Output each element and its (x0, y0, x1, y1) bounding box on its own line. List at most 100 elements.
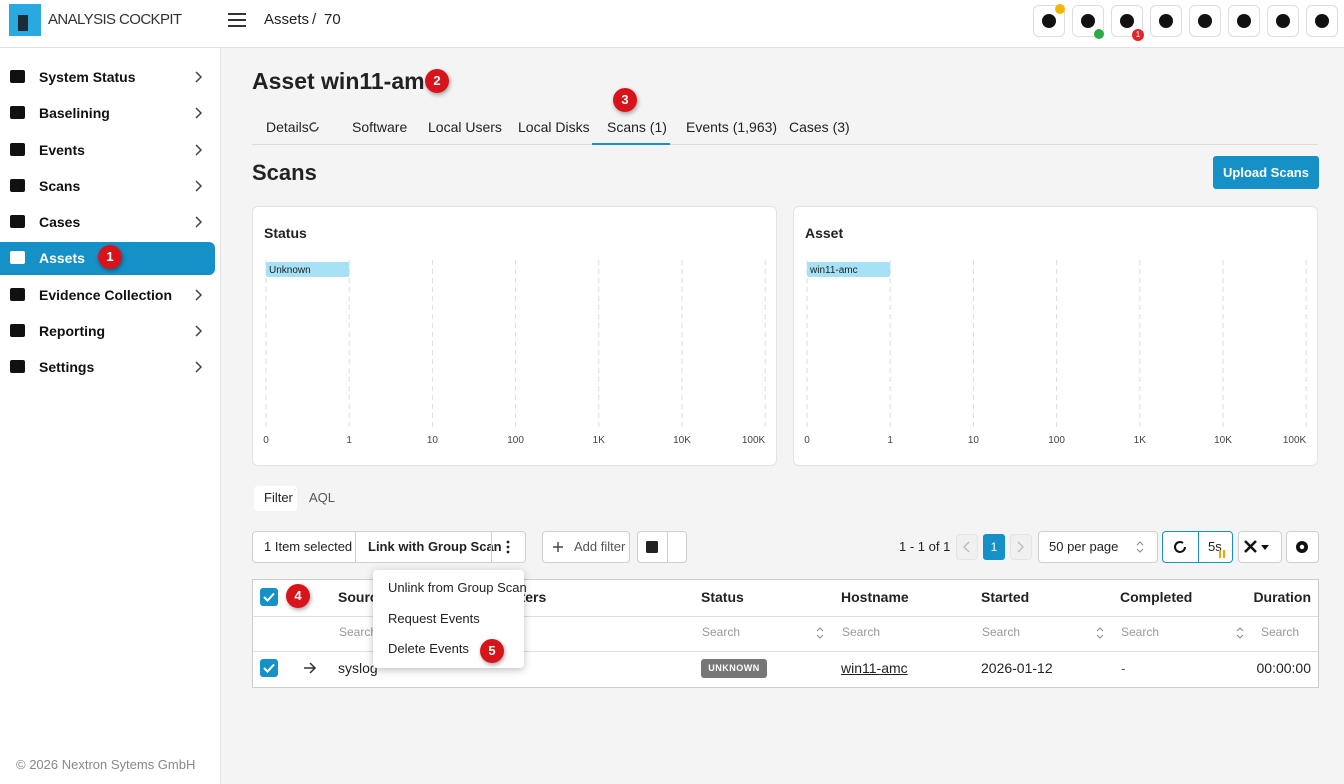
search-placeholder[interactable]: Search (1261, 625, 1300, 639)
tools-icon (1244, 540, 1269, 553)
tab[interactable]: Local Disks (518, 119, 590, 135)
status-dot (1094, 29, 1104, 39)
sidebar-item[interactable]: Baselining (39, 105, 110, 122)
filter-tab[interactable]: AQL (309, 490, 336, 505)
chevron (195, 325, 203, 337)
sidebar-item[interactable]: Events (39, 141, 85, 158)
filter-tab[interactable]: Filter (264, 490, 293, 505)
x-tick-label: 10K (673, 435, 691, 446)
chevron-line (195, 325, 203, 337)
column-header[interactable]: Completed (1120, 589, 1193, 605)
x-tick-label: 1K (593, 435, 606, 446)
annotation-badge: 2 (425, 69, 449, 93)
menu-toggle (228, 13, 246, 27)
chevron-line (195, 180, 203, 192)
sidebar-item[interactable]: Reporting (39, 322, 106, 339)
sort-icon (1236, 627, 1244, 639)
icon-glyph (10, 178, 25, 192)
sidebar-icon (10, 106, 25, 120)
sidebar-item[interactable]: Scans (39, 177, 81, 194)
search-placeholder[interactable]: Search (842, 625, 881, 639)
breadcrumb-separator: / (312, 11, 317, 28)
add-filter[interactable]: Add filter (574, 539, 626, 554)
column-header[interactable]: Duration (1253, 589, 1311, 605)
tab[interactable]: Events (1,963) (686, 119, 778, 135)
menu-item[interactable]: Unlink from Group Scan (388, 580, 527, 595)
dot (506, 545, 510, 549)
tab[interactable]: Details (266, 119, 309, 135)
chevron (195, 180, 203, 192)
status-badge: UNKNOWN (701, 659, 767, 678)
sidebar-icon (10, 287, 25, 301)
sidebar-item[interactable]: Evidence Collection (39, 286, 173, 303)
refresh-group[interactable] (1162, 531, 1233, 563)
tools-button[interactable] (1238, 531, 1282, 563)
prev-page[interactable] (956, 534, 978, 560)
chevron-line (195, 143, 203, 156)
icon-glyph (10, 70, 25, 83)
save-button[interactable] (637, 531, 687, 563)
tab[interactable]: Cases (3) (789, 119, 850, 135)
cell-source: syslog (338, 660, 378, 676)
divider (355, 531, 356, 563)
search-placeholder[interactable]: Search (982, 625, 1021, 639)
tab[interactable]: Local Users (428, 119, 502, 135)
menu-item[interactable]: Request Events (388, 611, 480, 626)
divider (491, 531, 492, 563)
link-button[interactable]: Link with Group Scan (368, 539, 502, 554)
checkbox[interactable] (260, 588, 278, 606)
chart-title: Status (264, 225, 307, 241)
next-page[interactable] (1010, 534, 1032, 560)
cell-hostname[interactable]: win11-amc (841, 660, 908, 676)
tab[interactable]: Scans (1) (607, 119, 667, 135)
sidebar-icon (10, 70, 25, 83)
icon-glyph (1198, 14, 1212, 28)
sidebar-item[interactable]: Cases (39, 214, 81, 230)
refresh-glyph (1174, 541, 1186, 553)
sidebar-item[interactable]: Assets (39, 250, 85, 267)
icon (1315, 14, 1329, 28)
sidebar-icon (10, 178, 25, 192)
chevron-line (195, 107, 203, 119)
refresh-icon (1174, 541, 1186, 553)
pause-bar (1219, 550, 1221, 558)
upload-button[interactable]: Upload Scans (1213, 156, 1319, 189)
search-placeholder[interactable]: Search (702, 625, 741, 639)
sort-glyph (816, 627, 824, 639)
chart-title: Asset (805, 225, 844, 241)
cell-completed: - (1121, 660, 1126, 676)
per-page[interactable]: 50 per page (1049, 539, 1119, 554)
column-header[interactable]: Started (981, 589, 1030, 605)
search-placeholder[interactable]: Search (1121, 625, 1160, 639)
bar (266, 262, 350, 277)
icon-glyph (1276, 14, 1290, 28)
x-tick-label: 0 (263, 435, 269, 446)
x-tick-label: 100K (742, 435, 766, 446)
check-line (263, 592, 275, 602)
sidebar-item[interactable]: System Status (39, 69, 136, 85)
selection-group (252, 531, 526, 563)
tab[interactable]: Software (352, 119, 408, 135)
bar-label: win11-amc (809, 265, 858, 276)
app-name: ANALYSIS COCKPIT (48, 11, 182, 28)
page-number[interactable]: 1 (983, 534, 1005, 560)
pause-bar (1223, 550, 1225, 558)
row-line (253, 616, 1318, 617)
search-placeholder[interactable]: Search (339, 625, 378, 639)
checkbox[interactable] (260, 659, 278, 677)
divider (667, 531, 668, 563)
refresh-interval[interactable]: 5s (1208, 539, 1222, 554)
menu-item[interactable]: Delete Events (388, 641, 469, 656)
icon (1237, 14, 1251, 28)
sort-icon (1096, 627, 1104, 639)
chart: 0 1 10 100 1K 10K 100K win11-amc (804, 260, 1307, 446)
column-header[interactable]: Hostname (841, 589, 909, 605)
sidebar-icon (10, 215, 25, 228)
sidebar-item[interactable]: Settings (39, 359, 95, 375)
per-page-select[interactable] (1038, 531, 1158, 563)
page-title: Asset win11-amc (252, 68, 438, 94)
icon-glyph (1081, 14, 1095, 28)
page-arrow (1017, 541, 1024, 553)
column-header[interactable]: Status (701, 589, 744, 605)
